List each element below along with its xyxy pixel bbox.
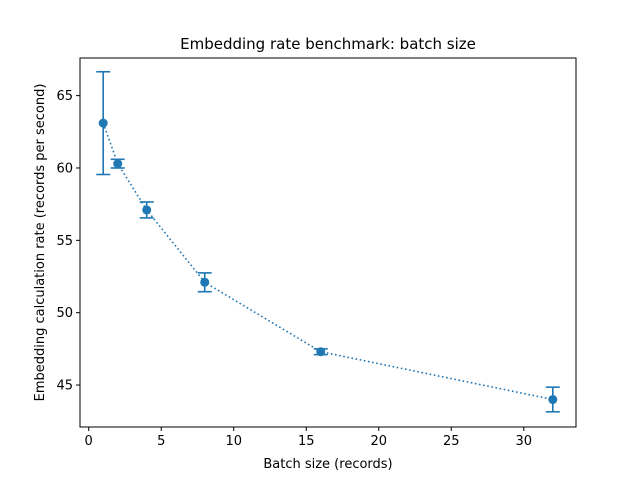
data-point: [548, 395, 558, 405]
y-tick-label: 65: [56, 89, 73, 104]
x-tick-label: 5: [157, 434, 165, 449]
y-tick-label: 45: [56, 379, 73, 394]
y-tick-label: 60: [56, 161, 73, 176]
x-tick-label: 10: [225, 434, 242, 449]
x-axis-label: Batch size (records): [263, 457, 392, 472]
x-tick-label: 30: [516, 434, 533, 449]
y-tick-label: 55: [56, 234, 73, 249]
data-point: [113, 159, 123, 169]
x-tick-label: 0: [85, 434, 93, 449]
y-axis: 45 50 55 60 65: [56, 89, 80, 394]
x-tick-label: 20: [370, 434, 387, 449]
plot-frame: [79, 57, 577, 428]
data-point: [98, 118, 108, 128]
data-point: [200, 277, 210, 287]
data-point: [316, 347, 326, 357]
y-axis-label: Embedding calculation rate (records per …: [33, 84, 48, 402]
data-point: [142, 205, 152, 215]
x-tick-label: 15: [298, 434, 315, 449]
series-line: [102, 122, 553, 401]
chart-title: Embedding rate benchmark: batch size: [180, 35, 476, 53]
x-axis: 0 5 10 15 20 25 30: [85, 427, 533, 449]
y-tick-label: 50: [56, 306, 73, 321]
series: [96, 70, 560, 413]
x-tick-label: 25: [443, 434, 460, 449]
